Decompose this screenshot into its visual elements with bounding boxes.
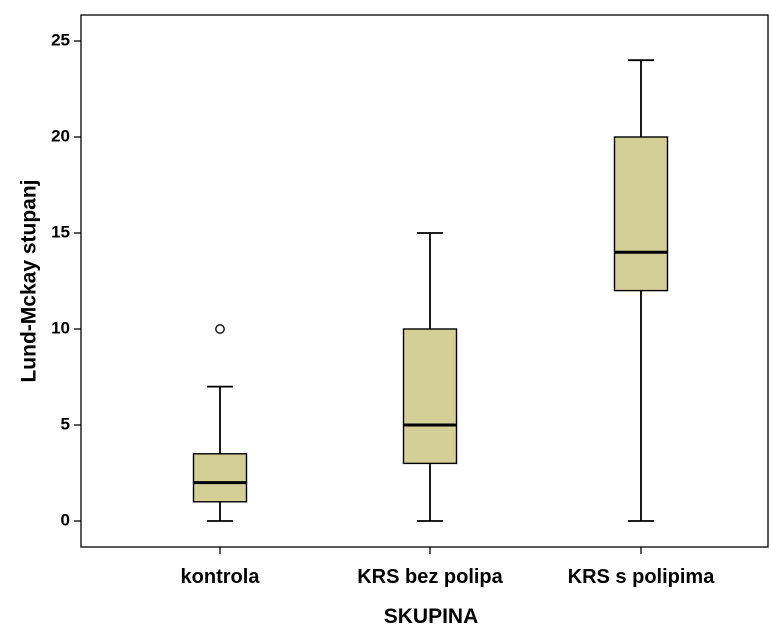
x-tick-label: kontrola xyxy=(181,566,261,588)
y-tick-label: 10 xyxy=(51,318,70,337)
y-tick-label: 20 xyxy=(51,126,70,145)
box-2 xyxy=(402,232,458,522)
iqr-box xyxy=(192,453,248,503)
iqr-box xyxy=(402,328,458,465)
y-tick-label: 0 xyxy=(61,510,70,529)
box-group xyxy=(192,59,669,522)
plot-frame xyxy=(80,14,769,548)
y-tick-label: 15 xyxy=(51,222,70,241)
x-axis-title: SKUPINA xyxy=(384,605,479,625)
y-axis: 0 5 10 15 20 25 xyxy=(51,30,81,529)
box-1 xyxy=(192,324,248,522)
x-tick-label: KRS s polipima xyxy=(568,566,716,588)
y-tick-label: 5 xyxy=(61,414,70,433)
y-axis-title: Lund-Mckay stupanj xyxy=(18,179,41,382)
box-3 xyxy=(613,59,669,522)
outlier-point xyxy=(215,324,225,334)
iqr-box xyxy=(613,136,669,292)
x-axis: kontrola KRS bez polipa KRS s polipima xyxy=(181,547,716,588)
y-tick-label: 25 xyxy=(51,30,70,49)
x-tick-label: KRS bez polipa xyxy=(357,566,503,588)
